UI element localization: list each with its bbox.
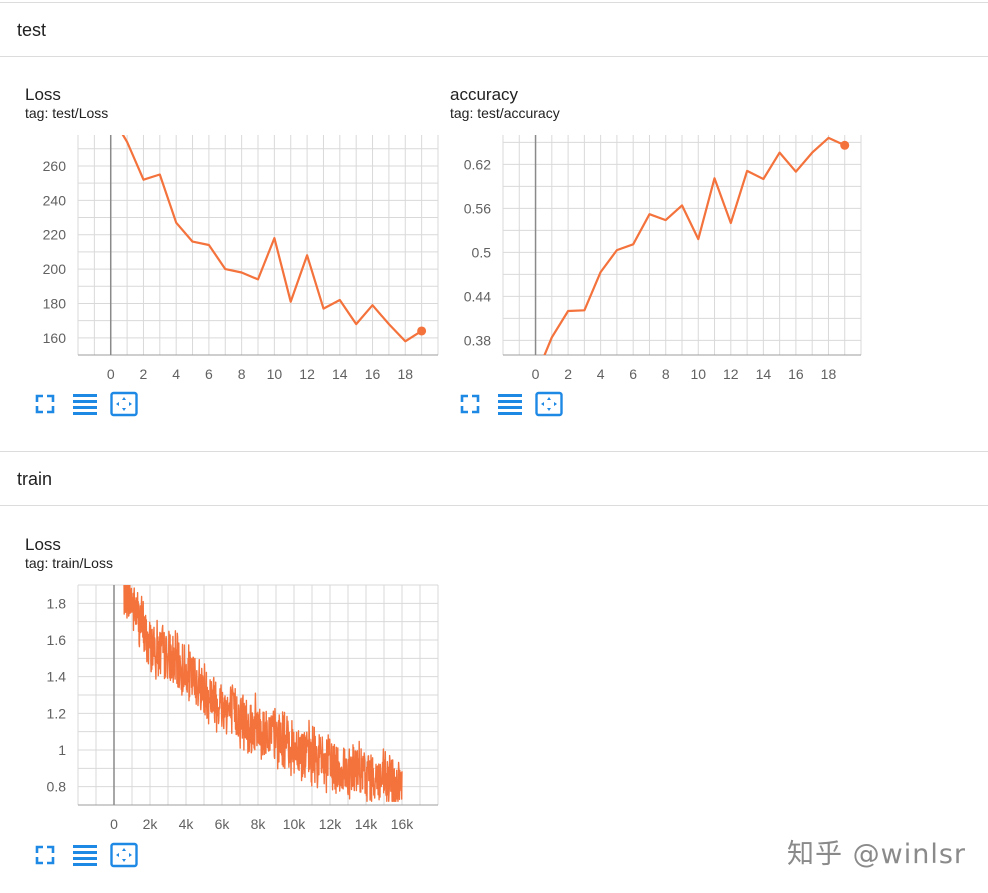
section-title: test xyxy=(17,20,47,40)
y-tick-label: 180 xyxy=(43,295,67,311)
chart-toolbar xyxy=(457,391,567,417)
x-tick-label: 18 xyxy=(397,366,413,382)
x-tick-label: 16 xyxy=(788,366,804,382)
x-tick-label: 0 xyxy=(532,366,540,382)
x-tick-label: 12k xyxy=(319,816,343,832)
x-tick-label: 18 xyxy=(821,366,837,382)
y-tick-label: 0.5 xyxy=(472,244,492,260)
y-tick-label: 0.62 xyxy=(464,156,491,172)
x-tick-label: 6k xyxy=(215,816,231,832)
x-tick-label: 12 xyxy=(299,366,315,382)
y-tick-label: 1.4 xyxy=(47,669,67,685)
card-tag: tag: test/Loss xyxy=(25,105,109,121)
chart-card-test-accuracy: accuracy tag: test/accuracy xyxy=(450,85,870,425)
section-title: train xyxy=(17,469,53,489)
y-tick-label: 0.38 xyxy=(464,332,491,348)
x-tick-label: 10 xyxy=(267,366,283,382)
x-tick-label: 4 xyxy=(597,366,605,382)
x-tick-label: 6 xyxy=(205,366,213,382)
x-tick-label: 4k xyxy=(179,816,195,832)
list-lines-icon[interactable] xyxy=(72,391,98,417)
x-tick-label: 0 xyxy=(107,366,115,382)
x-tick-label: 4 xyxy=(172,366,180,382)
x-tick-label: 10 xyxy=(690,366,706,382)
x-tick-label: 6 xyxy=(629,366,637,382)
x-tick-label: 16k xyxy=(391,816,415,832)
y-tick-label: 260 xyxy=(43,158,67,174)
fit-domain-icon[interactable] xyxy=(110,391,138,417)
fit-domain-icon[interactable] xyxy=(535,391,563,417)
y-tick-label: 1 xyxy=(58,742,66,758)
fit-domain-icon[interactable] xyxy=(110,842,138,868)
grid xyxy=(502,135,862,355)
section-header-train[interactable]: train xyxy=(0,451,988,506)
series-group xyxy=(121,135,423,343)
x-tick-label: 2 xyxy=(140,366,148,382)
watermark: 知乎 @winlsr xyxy=(787,839,966,870)
y-tick-label: 0.44 xyxy=(464,288,491,304)
card-title: Loss xyxy=(25,85,61,104)
y-tick-label: 0.8 xyxy=(47,779,67,795)
x-tick-label: 2k xyxy=(143,816,159,832)
chart-toolbar xyxy=(32,391,142,417)
x-tick-label: 8 xyxy=(238,366,246,382)
fullscreen-icon[interactable] xyxy=(457,391,483,417)
series-line xyxy=(543,136,846,355)
y-tick-label: 1.8 xyxy=(47,595,67,611)
fullscreen-icon[interactable] xyxy=(32,842,58,868)
series-group xyxy=(123,585,403,802)
card-title: Loss xyxy=(25,535,61,554)
series-group xyxy=(543,136,846,355)
x-tick-label: 14 xyxy=(332,366,348,382)
x-tick-label: 14k xyxy=(355,816,379,832)
chart-card-train-loss: Loss tag: train/Loss xyxy=(25,535,445,875)
y-tick-label: 0.56 xyxy=(464,200,491,216)
chart-toolbar xyxy=(32,842,142,868)
section-header-test[interactable]: test xyxy=(0,2,988,57)
x-tick-label: 8k xyxy=(251,816,267,832)
y-tick-label: 160 xyxy=(43,330,67,346)
x-tick-label: 12 xyxy=(723,366,739,382)
y-tick-label: 200 xyxy=(43,261,67,277)
x-tick-label: 16 xyxy=(365,366,381,382)
x-tick-label: 10k xyxy=(283,816,307,832)
x-tick-label: 14 xyxy=(756,366,772,382)
last-point-marker xyxy=(840,140,850,150)
x-tick-label: 8 xyxy=(662,366,670,382)
x-tick-label: 2 xyxy=(564,366,572,382)
series-line xyxy=(123,585,403,802)
series-line xyxy=(121,135,423,343)
card-title: accuracy xyxy=(450,85,519,104)
list-lines-icon[interactable] xyxy=(497,391,523,417)
last-point-marker xyxy=(417,326,427,336)
chart-card-test-loss: Loss tag: test/Loss xyxy=(25,85,445,425)
y-tick-label: 240 xyxy=(43,192,67,208)
card-tag: tag: train/Loss xyxy=(25,555,113,571)
y-tick-label: 1.2 xyxy=(47,705,67,721)
list-lines-icon[interactable] xyxy=(72,842,98,868)
x-tick-label: 0 xyxy=(110,816,118,832)
y-tick-label: 1.6 xyxy=(47,632,67,648)
card-tag: tag: test/accuracy xyxy=(450,105,560,121)
fullscreen-icon[interactable] xyxy=(32,391,58,417)
y-tick-label: 220 xyxy=(43,227,67,243)
